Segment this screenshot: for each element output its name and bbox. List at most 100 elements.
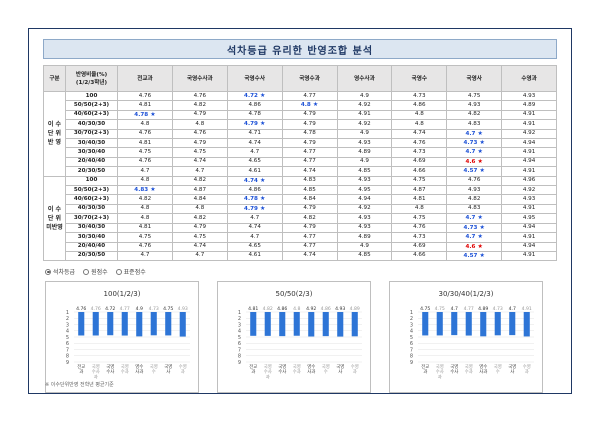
table-row: 40/30/30 4.8 4.8 4.79 ★ 4.79 4.92 4.8 4.83 4.91 bbox=[44, 119, 557, 130]
cell-value: 4.73 bbox=[463, 140, 478, 147]
y-tick-label: 8 bbox=[238, 354, 241, 360]
table-row: 40/60(2+3) 4.82 4.84 4.78 ★ 4.84 4.94 4.81 4.82… bbox=[44, 194, 557, 205]
data-label: 4.75 bbox=[435, 306, 445, 312]
value-cell: 4.78 ★ bbox=[226, 194, 283, 205]
bar bbox=[293, 312, 300, 336]
cell-value: 4.79 bbox=[303, 205, 316, 212]
cell-value: 4.79 bbox=[193, 224, 207, 231]
comparison-table: 구분 반영비율(%) (1/2/3학년) 전교과 국영수사과 국영수사 국영수과 영수사과 국… bbox=[43, 65, 557, 262]
chart-title: 50/50(2/3) bbox=[275, 290, 313, 298]
bar bbox=[279, 312, 286, 337]
value-cell: 4.8 bbox=[391, 119, 448, 130]
value-cell: 4.9 bbox=[336, 156, 393, 168]
value-cell: 4.76 bbox=[117, 241, 173, 252]
value-cell: 4.92 bbox=[501, 185, 557, 196]
value-cell: 4.91 bbox=[501, 119, 557, 130]
cell-value: 4.77 bbox=[303, 243, 316, 249]
value-cell: 4.91 bbox=[501, 147, 557, 158]
cell-value: 4.92 bbox=[358, 205, 371, 212]
radio-label: 원점수 bbox=[91, 269, 108, 276]
column-header: 국영수사과 bbox=[171, 65, 228, 92]
value-cell: 4.73 ★ bbox=[446, 138, 503, 149]
cell-value: 4.8 bbox=[195, 120, 205, 127]
value-cell: 4.8 bbox=[171, 203, 228, 215]
blue-star-icon: ★ bbox=[477, 167, 485, 175]
value-cell: 4.93 bbox=[501, 194, 557, 205]
table-row: 40/30/30 4.8 4.8 4.79 ★ 4.79 4.92 4.8 4.83 4.91 bbox=[44, 203, 557, 215]
cell-value: 4.75 bbox=[413, 177, 426, 184]
group-label: 이 수 단 위 반 영 bbox=[43, 91, 66, 177]
cell-value: 4.72 bbox=[244, 93, 258, 99]
x-tick-label: 국영 수 bbox=[494, 363, 502, 375]
y-tick-label: 7 bbox=[238, 347, 241, 353]
cell-value: 4.78 bbox=[134, 111, 149, 118]
cell-value: 4.83 bbox=[467, 205, 481, 212]
value-cell: 4.74 bbox=[281, 166, 338, 177]
value-cell: 4.77 bbox=[281, 90, 338, 102]
x-tick-label: 수영 과 bbox=[523, 363, 531, 375]
cell-value: 4.86 bbox=[413, 101, 426, 108]
cell-value: 4.8 bbox=[140, 120, 150, 127]
cell-value: 4.7 bbox=[250, 148, 260, 155]
value-cell: 4.83 bbox=[281, 175, 338, 187]
radio-dot-icon[interactable] bbox=[83, 268, 90, 275]
value-cell: 4.74 bbox=[171, 156, 228, 168]
value-cell: 4.61 bbox=[226, 166, 283, 177]
cell-value: 4.81 bbox=[138, 224, 152, 231]
value-cell: 4.94 bbox=[501, 156, 557, 168]
value-cell: 4.89 bbox=[501, 100, 557, 111]
x-tick-label: 국영 수사 bbox=[450, 363, 458, 375]
y-tick-label: 2 bbox=[238, 316, 241, 322]
radio-dot-icon[interactable] bbox=[115, 268, 122, 275]
bar bbox=[351, 312, 358, 337]
value-cell: 4.71 bbox=[226, 128, 283, 140]
cell-value: 4.93 bbox=[467, 186, 481, 193]
radio-option[interactable]: 표준점수 bbox=[115, 267, 146, 276]
cell-value: 4.7 bbox=[195, 167, 205, 174]
value-cell: 4.76 bbox=[391, 138, 448, 149]
data-label: 4.93 bbox=[178, 306, 188, 312]
red-star-icon: ★ bbox=[475, 157, 483, 165]
value-cell: 4.91 bbox=[501, 232, 557, 243]
cell-value: 4.89 bbox=[358, 233, 371, 240]
table-row: 20/40/40 4.76 4.74 4.65 4.77 4.9 4.69 4.6 ★ 4.94 bbox=[44, 241, 557, 252]
value-cell: 4.95 bbox=[336, 185, 393, 196]
cell-value: 4.84 bbox=[193, 195, 207, 202]
cell-value: 4.94 bbox=[522, 243, 536, 249]
cell-value: 4.75 bbox=[193, 148, 207, 155]
table-row: 20/30/50 4.7 4.7 4.61 4.74 4.85 4.66 4.57 ★ 4.91 bbox=[44, 166, 557, 177]
column-header: 수영과 bbox=[501, 65, 557, 92]
bar bbox=[150, 312, 157, 336]
table-row: 이 수 단 위 반 영 100 4.76 4.76 4.72 ★ 4.77 4.9 4.73 4… bbox=[43, 90, 557, 177]
data-label: 4.73 bbox=[493, 306, 503, 312]
cell-value: 4.77 bbox=[303, 233, 316, 240]
value-cell: 4.91 bbox=[501, 203, 557, 215]
y-tick-label: 8 bbox=[410, 354, 413, 360]
radio-option[interactable]: 원점수 bbox=[83, 267, 108, 276]
x-tick-label: 국영 사 bbox=[164, 363, 172, 375]
ratio-label: 20/30/50 bbox=[65, 250, 118, 262]
data-label: 4.77 bbox=[464, 306, 474, 312]
table-row: 30/30/40 4.75 4.75 4.7 4.77 4.89 4.73 4.7 ★ 4.91 bbox=[44, 232, 557, 243]
radio-option[interactable]: 석차등급 bbox=[45, 267, 75, 276]
value-cell: 4.78 bbox=[281, 128, 338, 140]
value-cell: 4.72 ★ bbox=[226, 90, 283, 102]
cell-value: 4.93 bbox=[358, 224, 371, 231]
cell-value: 4.95 bbox=[522, 214, 536, 221]
cell-value: 4.92 bbox=[358, 120, 371, 127]
value-cell: 4.75 bbox=[117, 232, 173, 243]
cell-value: 4.76 bbox=[413, 139, 426, 146]
value-cell: 4.7 bbox=[171, 250, 228, 262]
y-tick-label: 8 bbox=[66, 354, 69, 360]
radio-dot-icon[interactable] bbox=[45, 268, 51, 275]
value-cell: 4.81 bbox=[391, 194, 448, 205]
y-tick-label: 2 bbox=[66, 316, 69, 322]
bar bbox=[165, 312, 172, 336]
ratio-label: 30/40/30 bbox=[65, 222, 118, 234]
value-cell: 4.86 bbox=[226, 100, 283, 111]
cell-value: 4.7 bbox=[465, 130, 476, 137]
value-cell: 4.81 bbox=[117, 222, 173, 234]
value-cell: 4.77 bbox=[281, 156, 338, 168]
cell-value: 4.92 bbox=[522, 186, 536, 193]
value-cell: 4.86 bbox=[226, 185, 283, 196]
